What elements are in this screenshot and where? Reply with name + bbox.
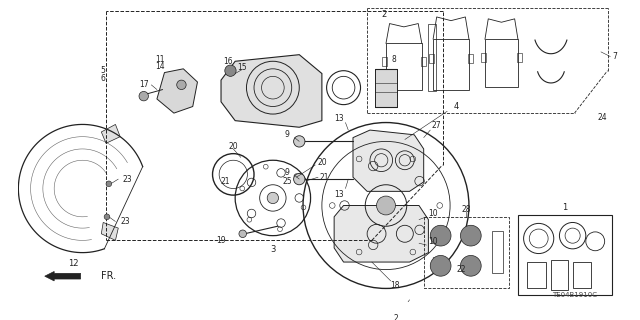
Text: 5: 5 xyxy=(100,66,106,75)
Text: 24: 24 xyxy=(598,113,607,122)
Bar xyxy=(386,44,422,90)
Circle shape xyxy=(268,192,278,204)
Polygon shape xyxy=(353,130,424,191)
Polygon shape xyxy=(157,69,198,113)
Bar xyxy=(551,260,568,290)
Bar xyxy=(527,262,546,288)
Text: 9: 9 xyxy=(285,130,289,139)
Polygon shape xyxy=(374,69,397,107)
Text: 10: 10 xyxy=(428,209,438,218)
Bar xyxy=(421,57,426,66)
Circle shape xyxy=(106,181,111,187)
Text: FR.: FR. xyxy=(101,271,116,281)
Text: 12: 12 xyxy=(68,260,78,268)
Circle shape xyxy=(460,225,481,246)
Circle shape xyxy=(294,136,305,147)
Bar xyxy=(573,262,591,288)
Bar xyxy=(518,215,612,295)
Text: 18: 18 xyxy=(390,281,400,290)
Text: 21: 21 xyxy=(320,173,330,182)
Polygon shape xyxy=(101,222,118,240)
Circle shape xyxy=(376,196,396,215)
Text: 13: 13 xyxy=(334,190,344,199)
Text: 7: 7 xyxy=(612,52,617,61)
Text: 27: 27 xyxy=(431,121,441,130)
Polygon shape xyxy=(101,124,120,143)
Circle shape xyxy=(294,173,305,185)
Text: 23: 23 xyxy=(123,175,132,184)
Circle shape xyxy=(460,255,481,276)
Text: 10: 10 xyxy=(428,237,438,246)
Text: 20: 20 xyxy=(317,158,326,167)
Text: 23: 23 xyxy=(120,217,130,226)
Text: 6: 6 xyxy=(100,74,106,83)
Text: 21: 21 xyxy=(221,177,230,187)
Bar xyxy=(468,54,473,63)
Text: 16: 16 xyxy=(223,57,232,66)
Text: 14: 14 xyxy=(155,62,164,71)
Bar xyxy=(428,24,436,92)
Text: 4: 4 xyxy=(454,102,460,111)
Polygon shape xyxy=(334,205,428,262)
Circle shape xyxy=(430,225,451,246)
Circle shape xyxy=(430,255,451,276)
Circle shape xyxy=(104,214,110,220)
Text: 22: 22 xyxy=(457,265,466,274)
Bar xyxy=(429,54,434,63)
Text: 13: 13 xyxy=(334,114,344,123)
Text: 25: 25 xyxy=(282,177,292,187)
Text: 2: 2 xyxy=(381,10,387,19)
Bar xyxy=(481,53,486,62)
Text: 17: 17 xyxy=(139,80,148,89)
Text: 3: 3 xyxy=(270,245,276,254)
Circle shape xyxy=(225,65,236,76)
Bar xyxy=(485,39,518,87)
Bar xyxy=(433,39,469,91)
Text: 1: 1 xyxy=(563,203,568,212)
Bar xyxy=(492,231,503,273)
FancyArrow shape xyxy=(45,271,81,281)
Text: 20: 20 xyxy=(228,142,238,151)
Text: 19: 19 xyxy=(216,236,226,245)
Polygon shape xyxy=(221,55,322,127)
Text: 28: 28 xyxy=(461,205,471,214)
Bar xyxy=(517,53,522,62)
Bar xyxy=(424,217,509,287)
Text: 11: 11 xyxy=(155,55,164,64)
Text: 15: 15 xyxy=(237,63,246,72)
Bar xyxy=(382,57,387,66)
Circle shape xyxy=(139,92,148,101)
Text: TE04B1910C: TE04B1910C xyxy=(552,292,597,298)
Circle shape xyxy=(177,80,186,90)
Text: 8: 8 xyxy=(391,55,396,64)
Text: 2: 2 xyxy=(393,314,398,320)
Circle shape xyxy=(239,230,246,237)
Text: 9: 9 xyxy=(285,168,289,177)
